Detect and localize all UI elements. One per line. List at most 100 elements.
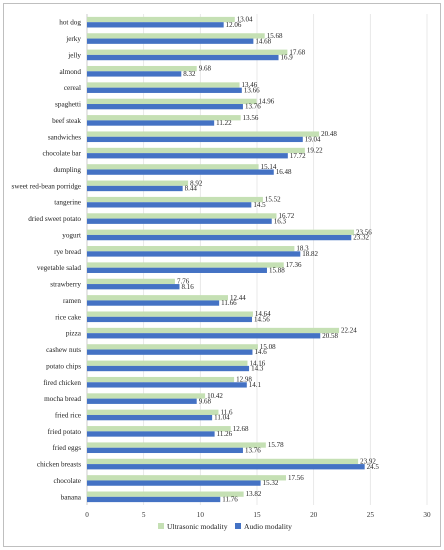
data-label: 8.32 bbox=[183, 70, 196, 78]
data-label: 12.98 bbox=[236, 376, 252, 384]
data-label: 16.9 bbox=[281, 54, 294, 62]
bar-audio bbox=[87, 349, 253, 355]
x-tick-label: 5 bbox=[142, 511, 146, 519]
data-label: 15.32 bbox=[263, 479, 279, 487]
bar-ultrasonic bbox=[87, 393, 206, 399]
gridlines bbox=[86, 14, 428, 505]
data-label: 23.32 bbox=[353, 234, 369, 242]
data-label: 17.72 bbox=[290, 152, 306, 160]
bar-ultrasonic bbox=[87, 458, 359, 465]
data-label: 14.3 bbox=[251, 365, 264, 373]
data-label: 17.56 bbox=[288, 474, 304, 482]
data-labels: 13.0412.0615.6814.6817.6816.99.688.3213.… bbox=[177, 16, 379, 504]
data-label: 11.76 bbox=[222, 496, 238, 504]
bar-ultrasonic bbox=[87, 98, 257, 105]
data-label: 11.26 bbox=[217, 430, 233, 438]
data-label: 14.68 bbox=[255, 37, 271, 45]
category-label: ramen bbox=[63, 297, 81, 305]
x-tick-label: 0 bbox=[85, 511, 89, 519]
data-label: 19.04 bbox=[305, 135, 321, 143]
category-label: spaghetti bbox=[55, 101, 81, 109]
data-label: 14.1 bbox=[249, 381, 262, 389]
bar-audio bbox=[87, 496, 221, 503]
data-label: 20.48 bbox=[321, 130, 337, 138]
bar-audio bbox=[87, 414, 213, 421]
bar-ultrasonic bbox=[87, 327, 340, 334]
data-label: 12.68 bbox=[233, 425, 249, 433]
category-label: hot dog bbox=[59, 19, 81, 27]
bar-ultrasonic bbox=[87, 164, 259, 170]
data-label: 15.08 bbox=[260, 343, 276, 351]
bar-audio bbox=[87, 54, 279, 61]
legend-swatch-audio bbox=[235, 523, 241, 529]
data-label: 13.76 bbox=[245, 103, 261, 111]
x-tick-label: 30 bbox=[423, 511, 431, 519]
bar-ultrasonic bbox=[87, 426, 231, 432]
data-label: 12.06 bbox=[226, 21, 242, 29]
category-label: jerky bbox=[65, 35, 81, 43]
data-label: 7.76 bbox=[177, 277, 190, 285]
category-label: fried potato bbox=[48, 428, 82, 436]
data-label: 11.66 bbox=[221, 299, 237, 307]
bar-audio bbox=[87, 234, 352, 241]
data-label: 13.04 bbox=[237, 16, 253, 24]
category-label: sandwiches bbox=[48, 133, 81, 141]
data-label: 13.66 bbox=[244, 86, 260, 94]
category-label: sweet red-bean porridge bbox=[12, 182, 81, 190]
bar-ultrasonic bbox=[87, 16, 235, 23]
bar-ultrasonic bbox=[87, 82, 240, 88]
data-label: 8.44 bbox=[185, 185, 198, 193]
category-label: fired chicken bbox=[43, 379, 81, 387]
bar-ultrasonic bbox=[87, 262, 284, 268]
category-label: potato chips bbox=[46, 362, 81, 370]
bar-audio bbox=[87, 136, 303, 143]
data-label: 11.6 bbox=[220, 408, 232, 416]
data-label: 14.96 bbox=[259, 97, 275, 105]
bar-audio bbox=[87, 22, 224, 28]
category-label: vegetable salad bbox=[37, 264, 82, 272]
data-label: 15.68 bbox=[267, 32, 283, 40]
category-label: dumpling bbox=[53, 166, 81, 174]
bar-ultrasonic bbox=[87, 131, 320, 137]
bar-ultrasonic bbox=[87, 278, 175, 285]
category-label: rice cake bbox=[55, 313, 81, 321]
bar-audio bbox=[87, 120, 215, 126]
bar-ultrasonic bbox=[87, 344, 258, 350]
data-label: 11.04 bbox=[214, 414, 230, 422]
data-label: 23.92 bbox=[360, 457, 376, 465]
data-label: 18.82 bbox=[302, 250, 318, 258]
category-label: beef steak bbox=[52, 117, 81, 125]
data-label: 14.16 bbox=[249, 359, 265, 367]
data-label: 8.16 bbox=[181, 283, 194, 291]
data-label: 22.24 bbox=[341, 327, 357, 335]
bar-audio bbox=[87, 218, 272, 224]
data-label: 18.3 bbox=[296, 245, 309, 253]
category-label: fried rice bbox=[55, 411, 81, 419]
data-label: 15.88 bbox=[269, 266, 285, 274]
data-label: 11.22 bbox=[216, 119, 232, 127]
x-tick-label: 25 bbox=[367, 511, 375, 519]
bar-audio bbox=[87, 382, 247, 388]
bar-audio bbox=[87, 71, 182, 77]
category-label: chocolate bbox=[53, 477, 81, 485]
data-label: 13.76 bbox=[245, 446, 261, 454]
bar-ultrasonic bbox=[87, 409, 219, 415]
data-label: 16.3 bbox=[274, 217, 287, 225]
bar-ultrasonic bbox=[87, 491, 244, 497]
bar-ultrasonic bbox=[87, 115, 241, 121]
bar-audio bbox=[87, 431, 215, 437]
bar-ultrasonic bbox=[87, 311, 253, 317]
x-axis-ticks: 0 5 10 15 20 25 30 bbox=[85, 511, 431, 519]
bar-ultrasonic bbox=[87, 229, 355, 235]
data-label: 8.92 bbox=[190, 179, 203, 187]
x-tick-label: 15 bbox=[253, 511, 261, 519]
bar-audio bbox=[87, 251, 301, 257]
data-label: 10.42 bbox=[207, 392, 223, 400]
data-label: 9.68 bbox=[199, 65, 212, 73]
data-label: 20.58 bbox=[322, 332, 338, 340]
bar-ultrasonic bbox=[87, 475, 287, 481]
data-label: 15.52 bbox=[265, 196, 281, 204]
category-label: chicken breasts bbox=[37, 461, 81, 469]
